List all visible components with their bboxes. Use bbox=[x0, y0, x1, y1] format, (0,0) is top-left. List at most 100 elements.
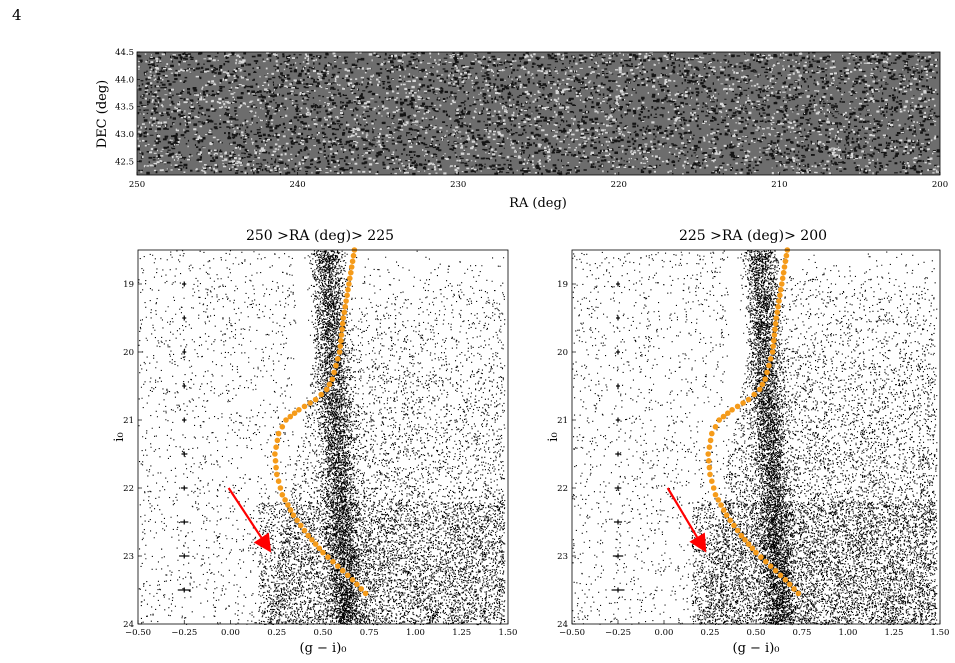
cmd-right-isochrone-point bbox=[777, 572, 784, 579]
cmd-left-isochrone-point bbox=[342, 303, 349, 310]
cmd-right-isochrone-point bbox=[725, 410, 731, 416]
sky-map-frame bbox=[136, 51, 941, 176]
cmd-right-isochrone-point bbox=[709, 430, 715, 437]
cmd-right-isochrone-point bbox=[786, 581, 793, 588]
cmd-left-x-tick-label: 1.50 bbox=[499, 628, 518, 638]
cmd-left-isochrone-point bbox=[273, 444, 279, 450]
cmd-left-isochrone-point bbox=[277, 485, 284, 491]
cmd-right-y-tick-label: 21 bbox=[557, 416, 568, 426]
cmd-left-isochrone-point bbox=[330, 558, 336, 565]
cmd-right-isochrone-point bbox=[715, 497, 722, 503]
cmd-left-isochrone-point bbox=[274, 437, 281, 444]
cmd-left-x-tick-label: −0.50 bbox=[125, 628, 151, 638]
cmd-left-isochrone-point bbox=[279, 424, 286, 430]
cmd-right-star-dots bbox=[572, 250, 938, 626]
cmd-left-error-bars bbox=[177, 281, 191, 593]
cmd-left-isochrone-point bbox=[275, 430, 282, 437]
cmd-left-x-tick-label-group: 0.50 bbox=[314, 628, 333, 638]
cmd-right-star-points bbox=[572, 250, 938, 626]
sky-map-y-tick-label: 43.0 bbox=[115, 130, 134, 140]
cmd-left-isochrone-point bbox=[350, 252, 357, 259]
cmd-left-y-ticks: 19 20 21 22 23 24 bbox=[123, 280, 142, 630]
sky-map-x-tick-label-group: 210 bbox=[771, 180, 787, 190]
cmd-right-x-tick-label-group: 1.25 bbox=[885, 628, 904, 638]
cmd-right-isochrone-point bbox=[771, 337, 777, 344]
cmd-right-isochrone-point bbox=[766, 362, 772, 369]
sky-map-x-tick-label-group: 220 bbox=[611, 180, 627, 190]
cmd-left-isochrone-point bbox=[325, 554, 331, 560]
cmd-right-isochrone-point bbox=[712, 424, 719, 430]
cmd-left-isochrone-point bbox=[339, 567, 346, 574]
cmd-right-isochrone-point bbox=[763, 558, 769, 565]
cmd-left-isochrone-point bbox=[344, 292, 350, 299]
cmd-left-isochrone-point bbox=[335, 356, 341, 362]
cmd-left-y-tick-label-group: 23 bbox=[123, 552, 134, 562]
sky-map-xlabel: RA (deg) bbox=[509, 196, 567, 211]
cmd-right-y-tick-label: 24 bbox=[557, 620, 568, 630]
cmd-left-panel: 250 >RA (deg)> 225 −0.50 −0.25 0.00 0.25 0.5… bbox=[112, 228, 518, 655]
cmd-left-x-tick-label-group: 0.75 bbox=[360, 628, 379, 638]
cmd-right-ylabel: i₀ bbox=[546, 432, 561, 441]
cmd-left-y-tick-label: 19 bbox=[123, 280, 134, 290]
cmd-left-isochrone-point bbox=[272, 451, 278, 457]
cmd-left-isochrone-point bbox=[287, 507, 294, 513]
cmd-right-isochrone-point bbox=[779, 275, 786, 282]
cmd-right-isochrone-point bbox=[779, 281, 785, 287]
sky-map-y-ticks: 44.5 44.0 43.5 43.0 42.5 bbox=[115, 48, 140, 167]
cmd-left-isochrone-point bbox=[336, 349, 343, 355]
cmd-right-isochrone-point bbox=[782, 577, 789, 583]
cmd-left-isochrone-point bbox=[340, 315, 347, 321]
cmd-left-y-tick-label: 20 bbox=[123, 348, 134, 358]
cmd-right-x-tick-label-group: 1.00 bbox=[839, 628, 858, 638]
cmd-right-title: 225 >RA (deg)> 200 bbox=[679, 228, 827, 244]
cmd-right-isochrone-point bbox=[718, 502, 724, 508]
cmd-right-x-tick-label: −0.25 bbox=[605, 628, 631, 638]
cmd-right-isochrone-point bbox=[738, 532, 745, 539]
cmd-right-x-tick-label: −0.50 bbox=[559, 628, 585, 638]
cmd-right-x-tick-label: 0.25 bbox=[701, 628, 720, 638]
cmd-right-x-tick-label: 0.00 bbox=[655, 628, 674, 638]
cmd-left-isochrone-point bbox=[294, 517, 300, 524]
cmd-left-isochrone-point bbox=[362, 590, 369, 597]
cmd-left-xlabel: (g − i)₀ bbox=[300, 641, 347, 655]
cmd-left-y-tick-label: 24 bbox=[123, 620, 134, 630]
cmd-left-title: 250 >RA (deg)> 225 bbox=[246, 228, 394, 244]
cmd-right-isochrone-point bbox=[795, 590, 802, 597]
cmd-left-isochrone-point bbox=[338, 332, 345, 338]
cmd-right-isochrone-point bbox=[753, 549, 759, 556]
cmd-right-isochrone-point bbox=[740, 400, 746, 406]
cmd-left-arrow bbox=[227, 487, 272, 553]
cmd-left-star-points bbox=[138, 250, 506, 626]
cmd-right-y-tick-label: 23 bbox=[557, 552, 568, 562]
cmd-left-isochrone-point bbox=[348, 264, 355, 270]
cmd-right-isochrone-point bbox=[762, 376, 768, 382]
sky-map-y-tick-label: 44.0 bbox=[115, 75, 134, 85]
cmd-right-isochrone-point bbox=[706, 464, 713, 471]
cmd-right-x-tick-label-group: 0.25 bbox=[701, 628, 720, 638]
sky-map-x-tick-label-group: 240 bbox=[289, 180, 305, 190]
cmd-right-isochrone-point bbox=[780, 269, 787, 276]
cmd-left-x-tick-label-group: 0.00 bbox=[221, 628, 240, 638]
cmd-left-isochrone-point bbox=[285, 502, 291, 508]
cmd-right-x-tick-label: 0.75 bbox=[793, 628, 812, 638]
cmd-left-isochrone-point bbox=[323, 386, 330, 393]
sky-density-map: 250 240 230 220 210 200 44.544.043.543.042.5 … bbox=[95, 48, 948, 211]
sky-map-x-ticks: 250 240 230 220 210 200 bbox=[129, 172, 948, 190]
cmd-right-isochrone-point bbox=[707, 437, 714, 444]
cmd-right-isochrone-point bbox=[772, 326, 778, 333]
cmd-left-isochrone-point bbox=[331, 369, 337, 376]
cmd-left-x-tick-label-group: −0.25 bbox=[171, 628, 197, 638]
cmd-left-isochrone-point bbox=[298, 522, 304, 529]
cmd-right-isochrone-point bbox=[729, 407, 735, 413]
cmd-right-isochrone-point bbox=[706, 458, 712, 464]
cmd-right-panel: 225 >RA (deg)> 200 −0.50 −0.25 0.00 0.25 0.5… bbox=[546, 228, 949, 655]
cmd-right-isochrone-point bbox=[712, 492, 719, 498]
sky-map-x-tick-label-group: 230 bbox=[450, 180, 466, 190]
cmd-left-isochrone bbox=[272, 247, 369, 597]
cmd-left-x-tick-label: 1.25 bbox=[452, 628, 471, 638]
cmd-right-isochrone-point bbox=[783, 252, 790, 259]
cmd-right-x-tick-label: 1.00 bbox=[839, 628, 858, 638]
cmd-right-isochrone-point bbox=[727, 517, 733, 524]
sky-map-x-tick-label: 250 bbox=[129, 180, 145, 190]
cmd-right-isochrone-point bbox=[767, 563, 774, 569]
